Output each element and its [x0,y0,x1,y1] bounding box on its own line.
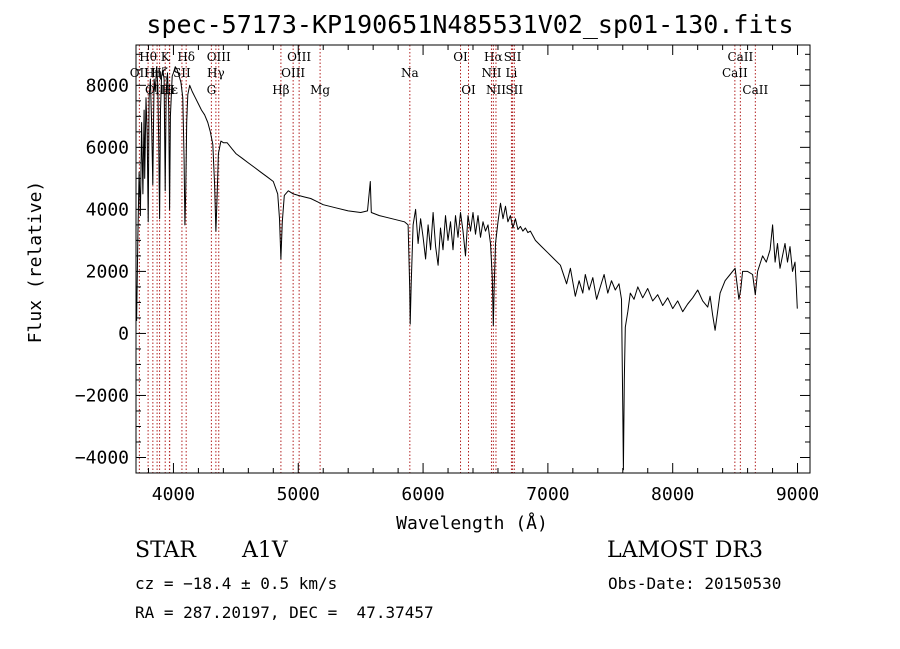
x-tick-label: 7000 [526,484,569,505]
line-id-label: CaII [742,83,768,97]
object-subclass: A1V [242,538,288,563]
y-tick-label: 8000 [86,75,129,96]
line-id-label: OI [461,83,476,97]
line-id-label: Mg [310,83,330,97]
y-tick-label: 6000 [86,137,129,158]
spectrum-line [136,66,798,471]
line-id-label: Hθ [139,50,157,64]
y-tick-label: −4000 [75,447,129,468]
x-tick-label: 5000 [277,484,320,505]
chart-title: spec-57173-KP190651N485531V02_sp01-130.f… [146,10,793,39]
y-tick-label: −2000 [75,385,129,406]
line-id-label: Hβ [272,83,289,97]
y-tick-label: 2000 [86,261,129,282]
line-id-label: Hε [161,83,178,97]
line-id-label: SII [504,50,522,64]
object-class: STAR [135,538,196,563]
line-id-label: Hζ [151,66,168,80]
obs-date: Obs-Date: 20150530 [608,574,782,593]
line-id-label: H [164,83,174,97]
x-tick-label: 8000 [651,484,694,505]
x-tick-label: 6000 [401,484,444,505]
line-id-label: Hγ [207,66,225,80]
line-id-label: Hδ [177,50,195,64]
line-id-label: NII [486,83,506,97]
line-id-label: OIII [281,66,305,80]
line-id-label: G [207,83,217,97]
line-id-label: CaII [722,66,748,80]
line-id-label: K [161,50,171,64]
x-tick-label: 9000 [776,484,819,505]
y-axis-label: Flux (relative) [25,181,46,344]
survey-name: LAMOST DR3 [607,538,763,563]
y-tick-label: 4000 [86,199,129,220]
line-id-label: NII [481,66,501,80]
axis-ticks: 4000 5000 6000 7000 8000 9000 −4000 −2000 0 2000 4… [75,45,819,505]
line-id-label: Hα [484,50,503,64]
line-id-label: OII [130,66,150,80]
x-axis-label: Wavelength (Å) [396,512,548,534]
line-id-label: OIII [207,50,231,64]
x-tick-label: 4000 [152,484,195,505]
coordinates: RA = 287.20197, DEC = 47.37457 [135,603,434,622]
line-id-label: OI [453,50,468,64]
line-id-label: SII [505,83,523,97]
line-id-label: Li [506,66,518,80]
line-id-label: Na [401,66,419,80]
line-id-label: OIII [287,50,311,64]
line-id-label: CaII [727,50,753,64]
y-tick-label: 0 [118,323,129,344]
plot-frame [135,44,811,474]
redshift-text: cz = −18.4 ± 0.5 km/s [135,574,338,593]
spectrum-series [136,66,798,471]
